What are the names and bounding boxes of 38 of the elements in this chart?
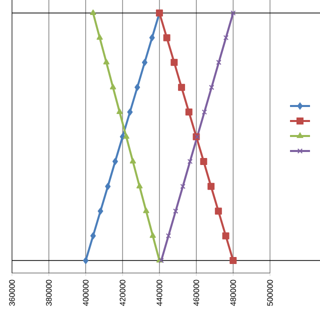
point [149, 34, 155, 42]
point [134, 84, 140, 91]
point [98, 208, 104, 215]
point [96, 34, 103, 40]
point [214, 208, 222, 215]
point [143, 208, 150, 214]
point [178, 84, 186, 91]
point [123, 133, 130, 139]
point [112, 158, 118, 165]
point [222, 232, 230, 240]
point [187, 158, 193, 164]
point [180, 184, 186, 190]
point [208, 84, 214, 90]
point [163, 34, 170, 42]
point [136, 182, 143, 188]
point [110, 84, 116, 90]
point [90, 9, 96, 15]
point [116, 108, 123, 114]
point [158, 258, 164, 264]
point [230, 10, 236, 16]
point [150, 232, 156, 238]
point [127, 108, 133, 116]
point [185, 108, 192, 116]
point [105, 182, 111, 190]
point [103, 58, 110, 64]
point [230, 257, 237, 264]
point [170, 58, 178, 66]
point [130, 158, 136, 164]
point [142, 58, 148, 66]
point [82, 257, 88, 264]
point [216, 60, 222, 66]
point [223, 35, 229, 40]
point [202, 109, 208, 115]
point [166, 233, 172, 238]
point [173, 208, 178, 214]
point [200, 158, 208, 165]
point [90, 232, 96, 240]
point [208, 182, 215, 190]
